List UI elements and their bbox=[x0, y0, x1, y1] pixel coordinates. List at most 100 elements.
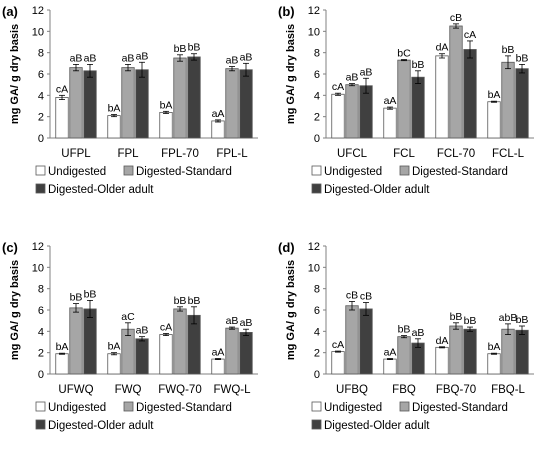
legend-swatch bbox=[123, 401, 134, 412]
bar bbox=[55, 97, 69, 139]
y-tick-label: 8 bbox=[38, 284, 44, 296]
bar bbox=[411, 76, 425, 139]
data-label: abB bbox=[499, 312, 518, 324]
y-axis-label: mg GA/ g dry basis bbox=[9, 24, 21, 124]
x-tick-label: FWQ bbox=[115, 384, 142, 396]
legend-label: Undigested bbox=[324, 166, 382, 178]
bar bbox=[225, 327, 239, 375]
legend-label: Digested-Standard bbox=[412, 402, 508, 414]
y-tick-label: 2 bbox=[38, 348, 44, 360]
data-label: aA bbox=[212, 108, 225, 120]
data-label: bB bbox=[502, 44, 515, 56]
bar bbox=[135, 69, 149, 139]
y-tick-label: 0 bbox=[38, 369, 44, 381]
y-tick-label: 6 bbox=[38, 305, 44, 317]
legend-label: Digested-Older adult bbox=[324, 420, 430, 432]
y-tick-label: 0 bbox=[314, 133, 320, 145]
legend-swatch bbox=[311, 165, 322, 176]
bar bbox=[345, 84, 359, 139]
legend-swatch bbox=[123, 165, 134, 176]
data-label: dA bbox=[436, 42, 449, 54]
y-tick-label: 10 bbox=[32, 262, 44, 274]
data-label: cA bbox=[332, 339, 344, 351]
bar bbox=[501, 328, 515, 375]
bar bbox=[159, 334, 173, 375]
bar bbox=[225, 68, 239, 139]
y-tick-label: 4 bbox=[314, 326, 320, 338]
x-tick-label: FPL-70 bbox=[161, 148, 199, 160]
legend-swatch bbox=[399, 165, 410, 176]
data-label: aB bbox=[84, 52, 97, 64]
data-label: bB bbox=[516, 314, 529, 326]
panel-label: (b) bbox=[278, 4, 295, 19]
data-label: aB bbox=[346, 72, 359, 84]
chart-panel-c: (c) mg GA/ g dry basis 0 2 4 6 8 10 12 bA bB bB UFWQ… bbox=[0, 236, 270, 462]
y-tick-label: 12 bbox=[308, 5, 320, 17]
data-label: aC bbox=[121, 311, 135, 323]
legend-label: Digested-Older adult bbox=[324, 184, 430, 196]
x-tick-label: FBQ-L bbox=[491, 384, 525, 396]
data-label: aB bbox=[122, 52, 135, 64]
data-label: bB bbox=[174, 43, 187, 55]
x-tick-label: FBQ-70 bbox=[436, 384, 476, 396]
bar bbox=[211, 358, 225, 375]
x-tick-label: FBQ bbox=[392, 384, 416, 396]
y-tick-label: 6 bbox=[38, 69, 44, 81]
data-label: aB bbox=[226, 315, 239, 327]
y-tick-label: 10 bbox=[32, 26, 44, 38]
bar bbox=[107, 115, 121, 139]
y-tick-label: 6 bbox=[314, 305, 320, 317]
data-label: bB bbox=[188, 42, 201, 54]
legend-swatch bbox=[35, 183, 46, 194]
legend-label: Digested-Standard bbox=[412, 166, 508, 178]
bar bbox=[211, 120, 225, 139]
bar bbox=[487, 353, 501, 375]
data-label: bB bbox=[84, 288, 97, 300]
data-label: aA bbox=[384, 347, 397, 359]
bar bbox=[501, 61, 515, 139]
data-label: cA bbox=[464, 29, 476, 41]
legend-swatch bbox=[311, 401, 322, 412]
bar bbox=[107, 353, 121, 375]
bar bbox=[239, 332, 253, 375]
bar bbox=[173, 308, 187, 375]
x-tick-label: UFBQ bbox=[336, 384, 368, 396]
y-tick-label: 12 bbox=[32, 5, 44, 17]
y-tick-label: 4 bbox=[38, 90, 44, 102]
data-label: cA bbox=[332, 81, 344, 93]
y-tick-label: 2 bbox=[38, 112, 44, 124]
data-label: aB bbox=[360, 66, 373, 78]
bar bbox=[83, 70, 97, 139]
y-tick-label: 0 bbox=[38, 133, 44, 145]
x-tick-label: FCL-70 bbox=[437, 148, 475, 160]
y-tick-label: 4 bbox=[38, 326, 44, 338]
bar bbox=[383, 107, 397, 139]
data-label: cB bbox=[360, 291, 372, 303]
bar bbox=[435, 55, 449, 139]
y-axis-label: mg GA/ g dry basis bbox=[9, 260, 21, 360]
y-tick-label: 0 bbox=[314, 369, 320, 381]
legend-label: Digested-Older adult bbox=[48, 184, 154, 196]
data-label: aB bbox=[226, 55, 239, 67]
data-label: dA bbox=[436, 335, 449, 347]
data-label: bB bbox=[188, 295, 201, 307]
panel-label: (c) bbox=[2, 240, 18, 255]
data-label: bB bbox=[412, 59, 425, 71]
bar bbox=[331, 93, 345, 139]
panel-label: (d) bbox=[278, 240, 295, 255]
bar bbox=[121, 67, 135, 139]
data-label: aB bbox=[240, 51, 253, 63]
data-label: aB bbox=[136, 325, 149, 337]
chart-panel-d: (d) mg GA/ g dry basis 0 2 4 6 8 10 12 cA cB cB UFBQ… bbox=[276, 236, 546, 462]
data-label: aB bbox=[412, 327, 425, 339]
data-label: aB bbox=[240, 317, 253, 329]
y-tick-label: 2 bbox=[314, 112, 320, 124]
bar bbox=[345, 305, 359, 375]
data-label: aA bbox=[384, 95, 397, 107]
x-tick-label: UFPL bbox=[61, 148, 91, 160]
x-tick-label: UFWQ bbox=[58, 384, 93, 396]
legend-label: Digested-Older adult bbox=[48, 420, 154, 432]
data-label: bB bbox=[450, 311, 463, 323]
legend-swatch bbox=[35, 419, 46, 430]
